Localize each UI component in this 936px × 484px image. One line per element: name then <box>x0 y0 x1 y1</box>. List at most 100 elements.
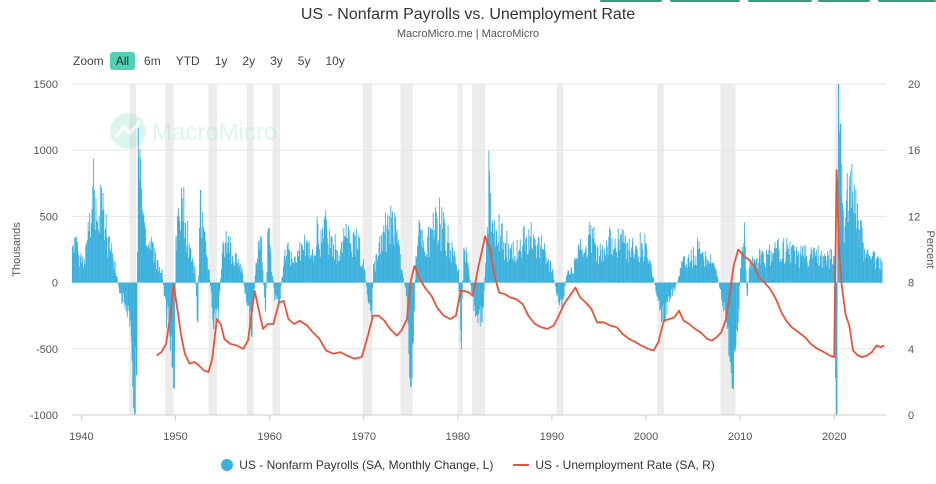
payroll-bar <box>652 275 654 283</box>
payroll-bar <box>309 258 311 283</box>
payroll-bar <box>106 237 108 283</box>
recession-band <box>471 84 486 415</box>
payroll-bar <box>389 244 391 283</box>
payroll-bar <box>340 242 342 283</box>
payroll-bar <box>584 249 587 283</box>
payroll-bar <box>103 209 105 283</box>
payroll-bar <box>831 263 833 283</box>
payroll-bar <box>258 240 260 283</box>
payroll-bar <box>359 265 361 283</box>
payroll-bar <box>354 236 356 283</box>
payroll-bar <box>686 264 687 283</box>
zoom-bar: Zoom All 6m YTD 1y 2y 3y 5y 10y <box>73 52 354 70</box>
payroll-bar <box>195 282 197 297</box>
payroll-bar <box>608 242 610 283</box>
payroll-bar <box>733 282 734 389</box>
zoom-button-1y[interactable]: 1y <box>214 54 228 68</box>
payroll-bar <box>104 240 106 283</box>
payroll-bar <box>794 250 796 283</box>
zoom-button-3y[interactable]: 3y <box>270 54 283 68</box>
payroll-bar <box>225 231 227 283</box>
payroll-bar <box>804 258 806 283</box>
payroll-bar <box>880 269 882 283</box>
legend-item-payrolls[interactable]: US - Nonfarm Payrolls (SA, Monthly Chang… <box>221 458 493 472</box>
payroll-bar <box>595 245 596 283</box>
payroll-bar <box>621 229 623 283</box>
payroll-bar <box>869 256 871 283</box>
payroll-bar <box>628 238 630 283</box>
payroll-bar <box>130 282 131 321</box>
payroll-bar <box>790 262 792 283</box>
payroll-bar <box>512 241 514 283</box>
payroll-bar <box>881 262 883 283</box>
payroll-bar <box>317 223 319 283</box>
payroll-bar <box>351 251 353 283</box>
top-tab[interactable] <box>818 0 870 2</box>
payroll-bar <box>318 243 320 283</box>
payroll-bar <box>811 250 813 283</box>
payroll-bar <box>626 259 628 283</box>
zoom-button-5y[interactable]: 5y <box>297 54 311 68</box>
payroll-bar <box>515 260 517 283</box>
payroll-bar <box>867 249 869 283</box>
payroll-bar <box>818 266 820 283</box>
payroll-bar <box>598 264 600 283</box>
payroll-bar <box>569 274 571 283</box>
payroll-bar <box>438 240 440 283</box>
payroll-bar <box>402 273 404 283</box>
top-tab[interactable] <box>670 0 740 2</box>
y-left-tick-label: -1000 <box>30 410 58 422</box>
payroll-bar <box>568 271 570 283</box>
payroll-bar <box>860 220 862 283</box>
recession-band <box>657 84 664 415</box>
zoom-button-2y[interactable]: 2y <box>242 54 256 68</box>
payroll-bar <box>450 263 452 283</box>
payroll-bar <box>458 282 460 292</box>
payroll-bar <box>854 216 857 283</box>
payroll-bar <box>453 251 455 283</box>
payroll-bar <box>519 239 521 283</box>
payroll-bar <box>606 246 608 283</box>
payroll-bar <box>673 282 675 292</box>
top-tab[interactable] <box>878 0 936 2</box>
legend-item-unemployment[interactable]: US - Unemployment Rate (SA, R) <box>513 458 715 472</box>
payroll-bar <box>778 249 780 283</box>
top-tab[interactable] <box>600 0 662 2</box>
payroll-bar <box>841 163 843 283</box>
payroll-bar <box>295 262 297 283</box>
top-tab[interactable] <box>748 0 812 2</box>
payroll-bar <box>798 251 800 283</box>
payroll-bar <box>487 233 489 283</box>
payroll-bar <box>649 261 651 283</box>
payroll-bar <box>158 270 160 283</box>
chart-title: US - Nonfarm Payrolls vs. Unemployment R… <box>300 6 636 23</box>
payroll-bar <box>424 251 426 283</box>
payroll-bar <box>242 274 244 283</box>
payroll-bar <box>274 282 276 296</box>
payroll-bar <box>474 282 476 306</box>
zoom-button-10y[interactable]: 10y <box>325 54 345 68</box>
zoom-button-ytd[interactable]: YTD <box>175 54 200 68</box>
payroll-bar <box>122 282 124 303</box>
unemployment-line <box>156 169 885 373</box>
payroll-bar <box>826 260 828 283</box>
payroll-bar <box>832 265 834 283</box>
payroll-bar <box>612 255 614 283</box>
payroll-bar <box>191 261 193 283</box>
payroll-bar <box>795 246 797 283</box>
payroll-bar <box>150 250 152 283</box>
payroll-bar <box>113 270 115 283</box>
zoom-button-6m[interactable]: 6m <box>144 54 161 68</box>
zoom-button-all[interactable]: All <box>109 52 136 70</box>
payroll-bar <box>751 262 753 283</box>
x-tick-label: 1990 <box>540 431 564 443</box>
payroll-bar <box>101 210 103 283</box>
payroll-bar <box>846 189 848 283</box>
payroll-bar <box>598 256 601 283</box>
payroll-bar <box>352 232 354 283</box>
payroll-bar <box>235 253 237 283</box>
payroll-bar <box>825 265 827 283</box>
y-right-axis-title: Percent <box>924 231 936 269</box>
payroll-bar <box>299 241 301 283</box>
